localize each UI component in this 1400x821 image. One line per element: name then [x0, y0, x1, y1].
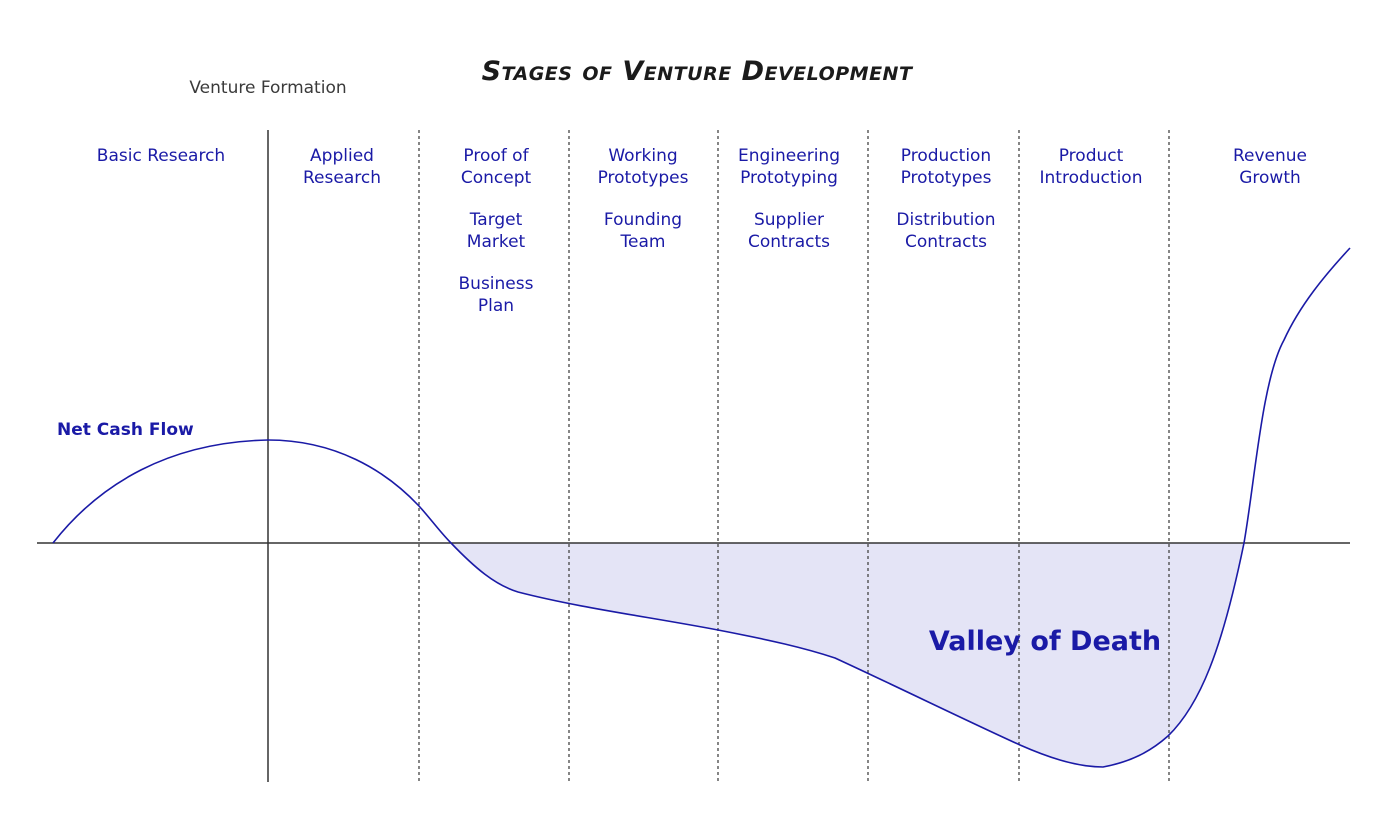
milestone-label-distribution-contracts: Distribution Contracts [896, 209, 995, 253]
milestone-label-business-plan: Business Plan [459, 273, 534, 317]
valley-of-death-label: Valley of Death [928, 626, 1162, 657]
milestone-label-founding-team-line: Team [620, 232, 666, 252]
diagram-title: Stages of Venture Development [481, 56, 913, 87]
milestone-label-business-plan-line: Business [458, 274, 534, 294]
stage-label-revenue-growth: Revenue Growth [1233, 145, 1307, 189]
stage-label-product-introduction-line: Introduction [1039, 168, 1143, 188]
stage-label-production-prototypes-line: Production [900, 146, 992, 166]
stage-label-working-prototypes: Working Prototypes [598, 145, 689, 189]
stage-label-product-introduction-line: Product [1058, 146, 1124, 166]
milestone-label-supplier-contracts-line: Contracts [748, 232, 830, 252]
stage-dividers [418, 130, 1170, 782]
stage-label-production-prototypes-line: Prototypes [900, 168, 992, 188]
net-cash-flow-curve [52, 247, 1351, 768]
venture-formation-label: Venture Formation [189, 78, 347, 98]
milestone-label-target-market: Target Market [467, 209, 525, 253]
milestone-label-founding-team: Founding Team [604, 209, 682, 253]
stage-label-applied-research-line: Applied [310, 146, 374, 166]
milestone-label-supplier-contracts-line: Supplier [753, 210, 825, 230]
stage-label-engineering-prototyping-line: Prototyping [740, 168, 838, 188]
stage-label-revenue-growth-line: Revenue [1232, 146, 1308, 166]
stage-label-proof-of-concept: Proof of Concept [461, 145, 531, 189]
milestone-label-founding-team-line: Founding [603, 210, 683, 230]
stage-label-working-prototypes-line: Working [608, 146, 678, 166]
stage-label-proof-of-concept-line: Proof of [463, 146, 529, 166]
milestone-label-distribution-contracts-line: Contracts [905, 232, 987, 252]
stage-label-production-prototypes: Production Prototypes [901, 145, 992, 189]
stage-label-revenue-growth-line: Growth [1239, 168, 1301, 188]
milestone-label-business-plan-line: Plan [477, 296, 515, 316]
stage-label-product-introduction: Product Introduction [1040, 145, 1143, 189]
milestone-label-target-market-line: Market [466, 232, 526, 252]
stage-label-working-prototypes-line: Prototypes [597, 168, 689, 188]
stage-label-proof-of-concept-line: Concept [460, 168, 532, 188]
stage-label-basic-research-line: Basic Research [96, 146, 226, 166]
milestone-label-distribution-contracts-line: Distribution [896, 210, 996, 230]
stage-label-applied-research-line: Research [303, 168, 381, 188]
stage-label-basic-research: Basic Research [97, 145, 225, 167]
milestone-label-supplier-contracts: Supplier Contracts [748, 209, 830, 253]
stage-label-engineering-prototyping: Engineering Prototyping [738, 145, 840, 189]
stage-label-applied-research: Applied Research [303, 145, 381, 189]
valley-of-death-area [451, 543, 1244, 767]
stage-label-engineering-prototyping-line: Engineering [738, 146, 840, 166]
milestone-label-target-market-line: Target [469, 210, 523, 230]
net-cash-flow-label: Net Cash Flow [57, 420, 194, 440]
